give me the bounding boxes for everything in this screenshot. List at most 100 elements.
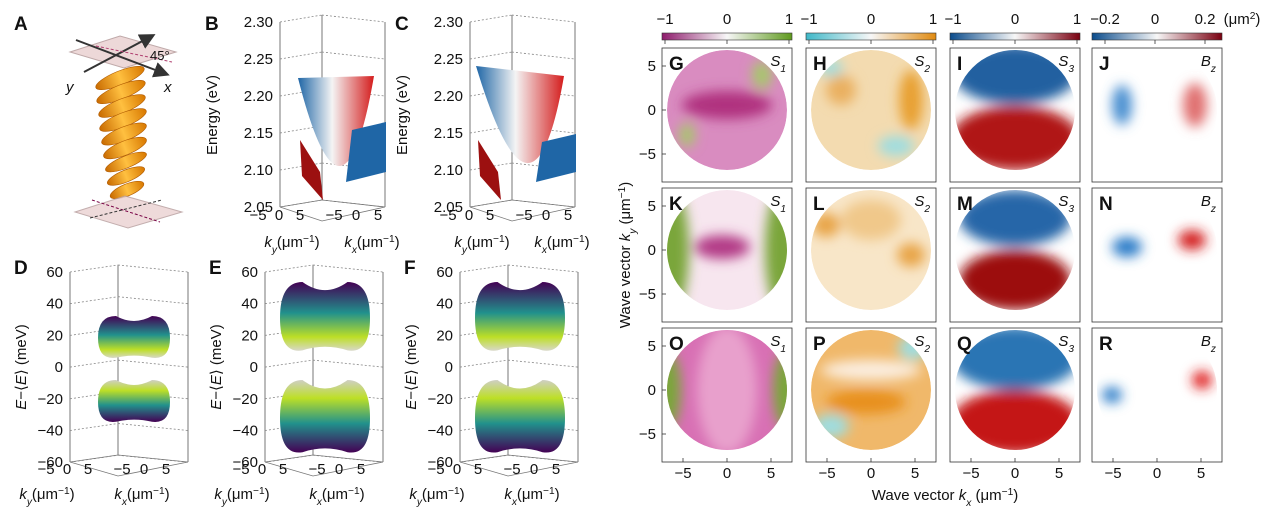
y-axis-label: E−⟨E⟩ (meV): [208, 324, 225, 410]
quantity-label-part: S: [1058, 333, 1068, 350]
map-feature: [899, 70, 923, 130]
ky-tick-label-part: 0: [63, 461, 71, 478]
x-axis-label: Wave vector kx (μm−1): [872, 487, 1019, 508]
ky-axis-label: ky(μm−1): [409, 486, 464, 508]
grid-line: [280, 52, 322, 59]
panel-letter-part: K: [669, 194, 683, 215]
kx-axis-label-part: −1: [383, 234, 395, 245]
grid-line: [512, 52, 575, 59]
quantity-label-part: 3: [1068, 64, 1074, 75]
y-tick-label: 5: [648, 58, 656, 75]
panel-letter: R: [1099, 334, 1113, 355]
kx-tick-label: 0: [335, 461, 343, 478]
y-tick-label: 60: [241, 264, 258, 281]
y-tick-label: 2.30: [434, 14, 463, 31]
colorbar-tick-label-part: 0: [1011, 11, 1019, 28]
y-axis-label-part: ⟩ (meV): [403, 324, 420, 375]
ky-tick-label: −5: [249, 207, 266, 224]
quantity-label-part: S: [914, 333, 924, 350]
y-axis-label-part: ): [617, 182, 634, 187]
quantity-label-part: 1: [780, 344, 786, 355]
y-tick-label-part: 2.10: [434, 162, 463, 179]
y-tick-label: 2.25: [244, 51, 273, 68]
panel-letter: F: [404, 258, 416, 279]
kx-tick-label-part: 0: [542, 207, 550, 224]
kx-tick-label-part: 0: [140, 461, 148, 478]
panel-letter: Q: [957, 334, 972, 355]
ky-axis-label-part: ): [70, 486, 75, 503]
kx-tick-label-part: −5: [515, 207, 532, 224]
y-axis-label-part: (μm: [617, 198, 634, 228]
kx-tick-label-part: 5: [552, 461, 560, 478]
ky-tick-label-part: −5: [249, 207, 266, 224]
y-tick-label: −5: [639, 286, 656, 303]
kx-tick-label: 5: [374, 207, 382, 224]
kx-tick-label: −5: [325, 207, 342, 224]
colorbar: [1092, 33, 1222, 40]
colorbar-tick-label-part: 0: [723, 11, 731, 28]
y-tick-label-part: 0: [648, 102, 656, 119]
quantity-label-part: 2: [923, 204, 930, 215]
grid-line: [70, 265, 118, 272]
grid-line: [280, 15, 322, 22]
y-tick-label: 2.15: [434, 125, 463, 142]
ky-axis-label-part: ): [315, 234, 320, 251]
map-image: [1097, 190, 1217, 310]
panel-letter: M: [957, 194, 973, 215]
ky-tick-label-part: −5: [232, 461, 249, 478]
y-tick-label: 0: [250, 359, 258, 376]
colorbar-unit-part: (μm: [1224, 11, 1250, 28]
y-tick-label-part: −40: [233, 423, 258, 440]
colorbar-tick-label-part: −0.2: [1090, 11, 1120, 28]
map-feature: [1183, 83, 1207, 127]
y-tick-label-part: 2.15: [244, 125, 273, 142]
map-image: [1097, 330, 1217, 450]
y-tick-label: 20: [46, 327, 63, 344]
ky-axis-label: ky(μm−1): [454, 234, 509, 256]
map-image: [955, 190, 1075, 310]
y-tick-label-part: 5: [648, 198, 656, 215]
x-tick-label: 0: [1011, 465, 1019, 482]
map-feature: [878, 136, 914, 156]
grid-line: [70, 360, 118, 367]
ky-tick-label: −5: [37, 461, 54, 478]
kx-axis-label-part: ): [165, 486, 170, 503]
colorbar-tick-label: 0: [867, 11, 875, 28]
quantity-label-part: S: [1058, 53, 1068, 70]
panel-letter: I: [957, 54, 962, 75]
y-tick-label: 20: [241, 327, 258, 344]
kx-axis-label-part: (μm: [547, 234, 573, 251]
band-surface: [98, 316, 170, 358]
y-axis-label: Wave vector ky (μm−1): [617, 182, 639, 329]
grid-line: [118, 360, 188, 367]
grid-line: [70, 297, 118, 304]
y-tick-label: 40: [46, 296, 63, 313]
quantity-label-part: B: [1201, 193, 1211, 210]
x-tick-label-part: 0: [1153, 465, 1161, 482]
y-tick-label: 0: [55, 359, 63, 376]
grid-line: [313, 265, 383, 272]
quantity-label-part: z: [1210, 204, 1216, 215]
ky-axis-label-part: ): [505, 234, 510, 251]
quantity-label-part: 1: [780, 204, 786, 215]
panel-letter-part: I: [957, 54, 962, 75]
ky-tick-label: 0: [465, 207, 473, 224]
y-tick-label: 5: [648, 198, 656, 215]
ky-tick-label-part: 0: [453, 461, 461, 478]
quantity-label-part: B: [1201, 333, 1211, 350]
kx-tick-label-part: 5: [374, 207, 382, 224]
y-axis-label: Energy (eV): [394, 75, 411, 155]
y-tick-label-part: 2.25: [434, 51, 463, 68]
map-image: [811, 50, 931, 170]
ky-axis-label-part: (μm: [32, 486, 58, 503]
x-tick-label-part: −5: [818, 465, 835, 482]
y-tick-label: 0: [648, 382, 656, 399]
ky-tick-label: 0: [258, 461, 266, 478]
ky-axis-label-part: ): [265, 486, 270, 503]
panel-letter: C: [395, 14, 409, 35]
kx-tick-label-part: −5: [503, 461, 520, 478]
x-tick-label-part: 0: [723, 465, 731, 482]
x-tick-label: 5: [767, 465, 775, 482]
kx-tick-label: 5: [357, 461, 365, 478]
map-feature: [694, 235, 750, 259]
